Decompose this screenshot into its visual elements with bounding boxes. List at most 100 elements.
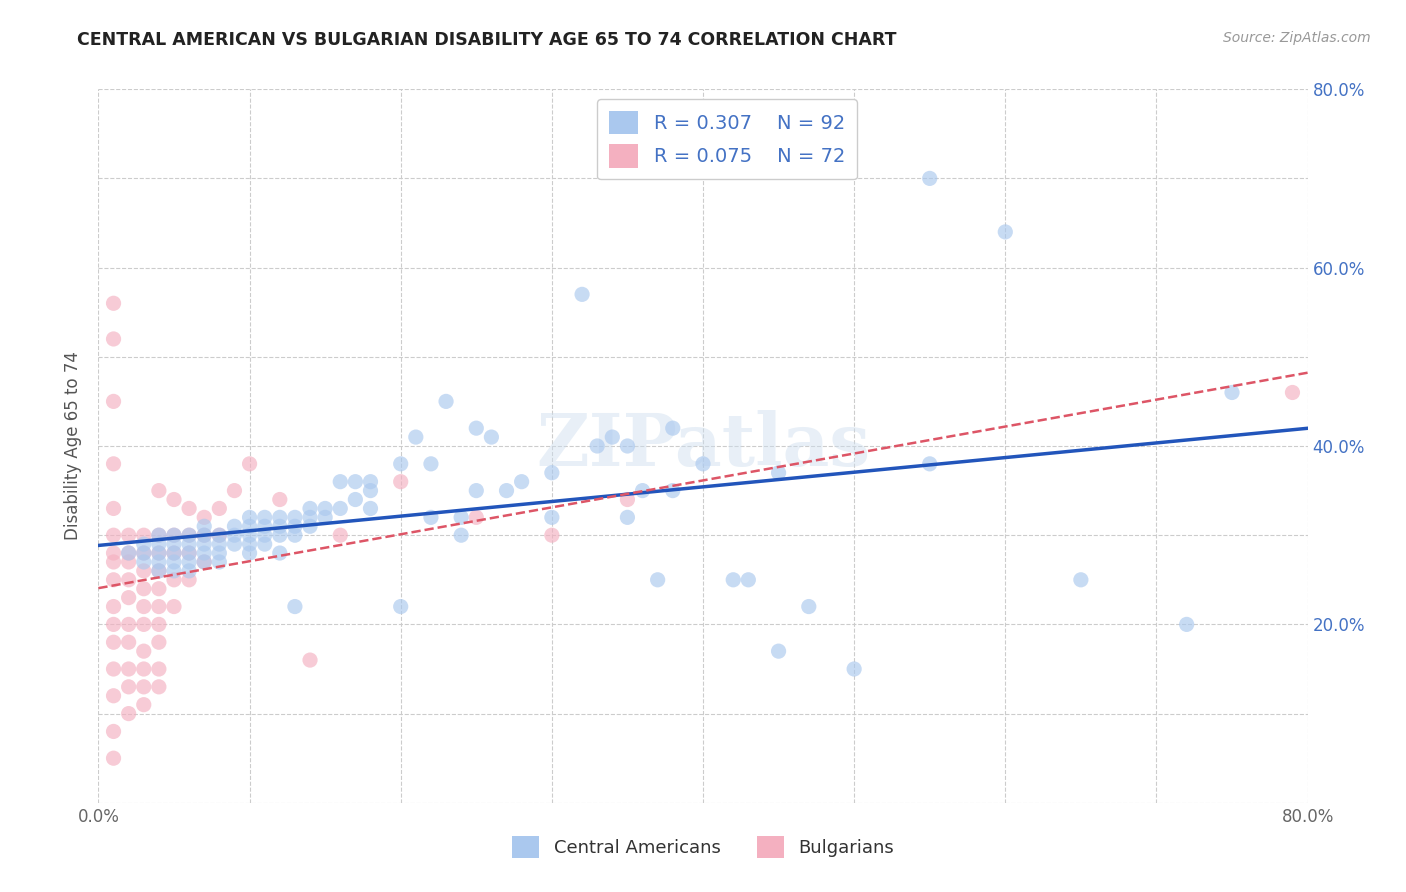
Point [647, 573, 669, 587]
Point [692, 457, 714, 471]
Point [344, 492, 367, 507]
Point [299, 519, 322, 533]
Point [208, 528, 231, 542]
Point [193, 537, 215, 551]
Point [299, 653, 322, 667]
Point [103, 635, 125, 649]
Point [179, 555, 201, 569]
Point [540, 510, 562, 524]
Y-axis label: Disability Age 65 to 74: Disability Age 65 to 74 [65, 351, 83, 541]
Point [148, 546, 170, 560]
Point [163, 492, 186, 507]
Point [208, 537, 231, 551]
Point [148, 582, 170, 596]
Point [844, 662, 866, 676]
Point [208, 528, 231, 542]
Point [163, 564, 186, 578]
Point [465, 483, 488, 498]
Text: CENTRAL AMERICAN VS BULGARIAN DISABILITY AGE 65 TO 74 CORRELATION CHART: CENTRAL AMERICAN VS BULGARIAN DISABILITY… [77, 31, 897, 49]
Point [163, 528, 186, 542]
Point [179, 546, 201, 560]
Point [103, 501, 125, 516]
Point [344, 475, 367, 489]
Point [1281, 385, 1303, 400]
Point [631, 483, 654, 498]
Point [132, 644, 155, 658]
Point [269, 528, 291, 542]
Point [224, 519, 246, 533]
Point [193, 510, 215, 524]
Point [269, 519, 291, 533]
Point [193, 555, 215, 569]
Point [208, 555, 231, 569]
Point [253, 537, 276, 551]
Point [1070, 573, 1092, 587]
Point [118, 555, 141, 569]
Point [768, 466, 790, 480]
Point [420, 510, 443, 524]
Point [540, 466, 562, 480]
Point [118, 635, 141, 649]
Point [918, 171, 941, 186]
Point [284, 519, 307, 533]
Point [148, 555, 170, 569]
Point [253, 528, 276, 542]
Point [616, 439, 638, 453]
Text: Source: ZipAtlas.com: Source: ZipAtlas.com [1223, 31, 1371, 45]
Point [193, 555, 215, 569]
Point [163, 546, 186, 560]
Point [163, 528, 186, 542]
Point [239, 537, 262, 551]
Point [118, 546, 141, 560]
Point [179, 537, 201, 551]
Point [103, 546, 125, 560]
Point [103, 457, 125, 471]
Point [148, 537, 170, 551]
Point [193, 528, 215, 542]
Point [450, 528, 472, 542]
Point [420, 457, 443, 471]
Point [193, 528, 215, 542]
Point [224, 528, 246, 542]
Point [314, 501, 336, 516]
Point [148, 680, 170, 694]
Point [239, 546, 262, 560]
Point [193, 519, 215, 533]
Point [616, 492, 638, 507]
Point [1175, 617, 1198, 632]
Point [118, 573, 141, 587]
Point [208, 546, 231, 560]
Point [239, 457, 262, 471]
Point [224, 483, 246, 498]
Point [132, 564, 155, 578]
Point [360, 475, 382, 489]
Point [284, 599, 307, 614]
Point [208, 501, 231, 516]
Point [179, 564, 201, 578]
Point [571, 287, 593, 301]
Point [103, 599, 125, 614]
Point [103, 394, 125, 409]
Point [118, 680, 141, 694]
Point [103, 555, 125, 569]
Point [132, 546, 155, 560]
Point [103, 617, 125, 632]
Point [797, 599, 820, 614]
Point [132, 546, 155, 560]
Point [239, 528, 262, 542]
Point [118, 706, 141, 721]
Text: ZIPatlas: ZIPatlas [536, 410, 870, 482]
Point [495, 483, 517, 498]
Point [389, 457, 412, 471]
Point [148, 635, 170, 649]
Point [602, 430, 624, 444]
Point [148, 662, 170, 676]
Point [360, 483, 382, 498]
Point [994, 225, 1017, 239]
Point [329, 528, 352, 542]
Point [103, 724, 125, 739]
Point [103, 573, 125, 587]
Point [269, 546, 291, 560]
Point [284, 510, 307, 524]
Point [253, 519, 276, 533]
